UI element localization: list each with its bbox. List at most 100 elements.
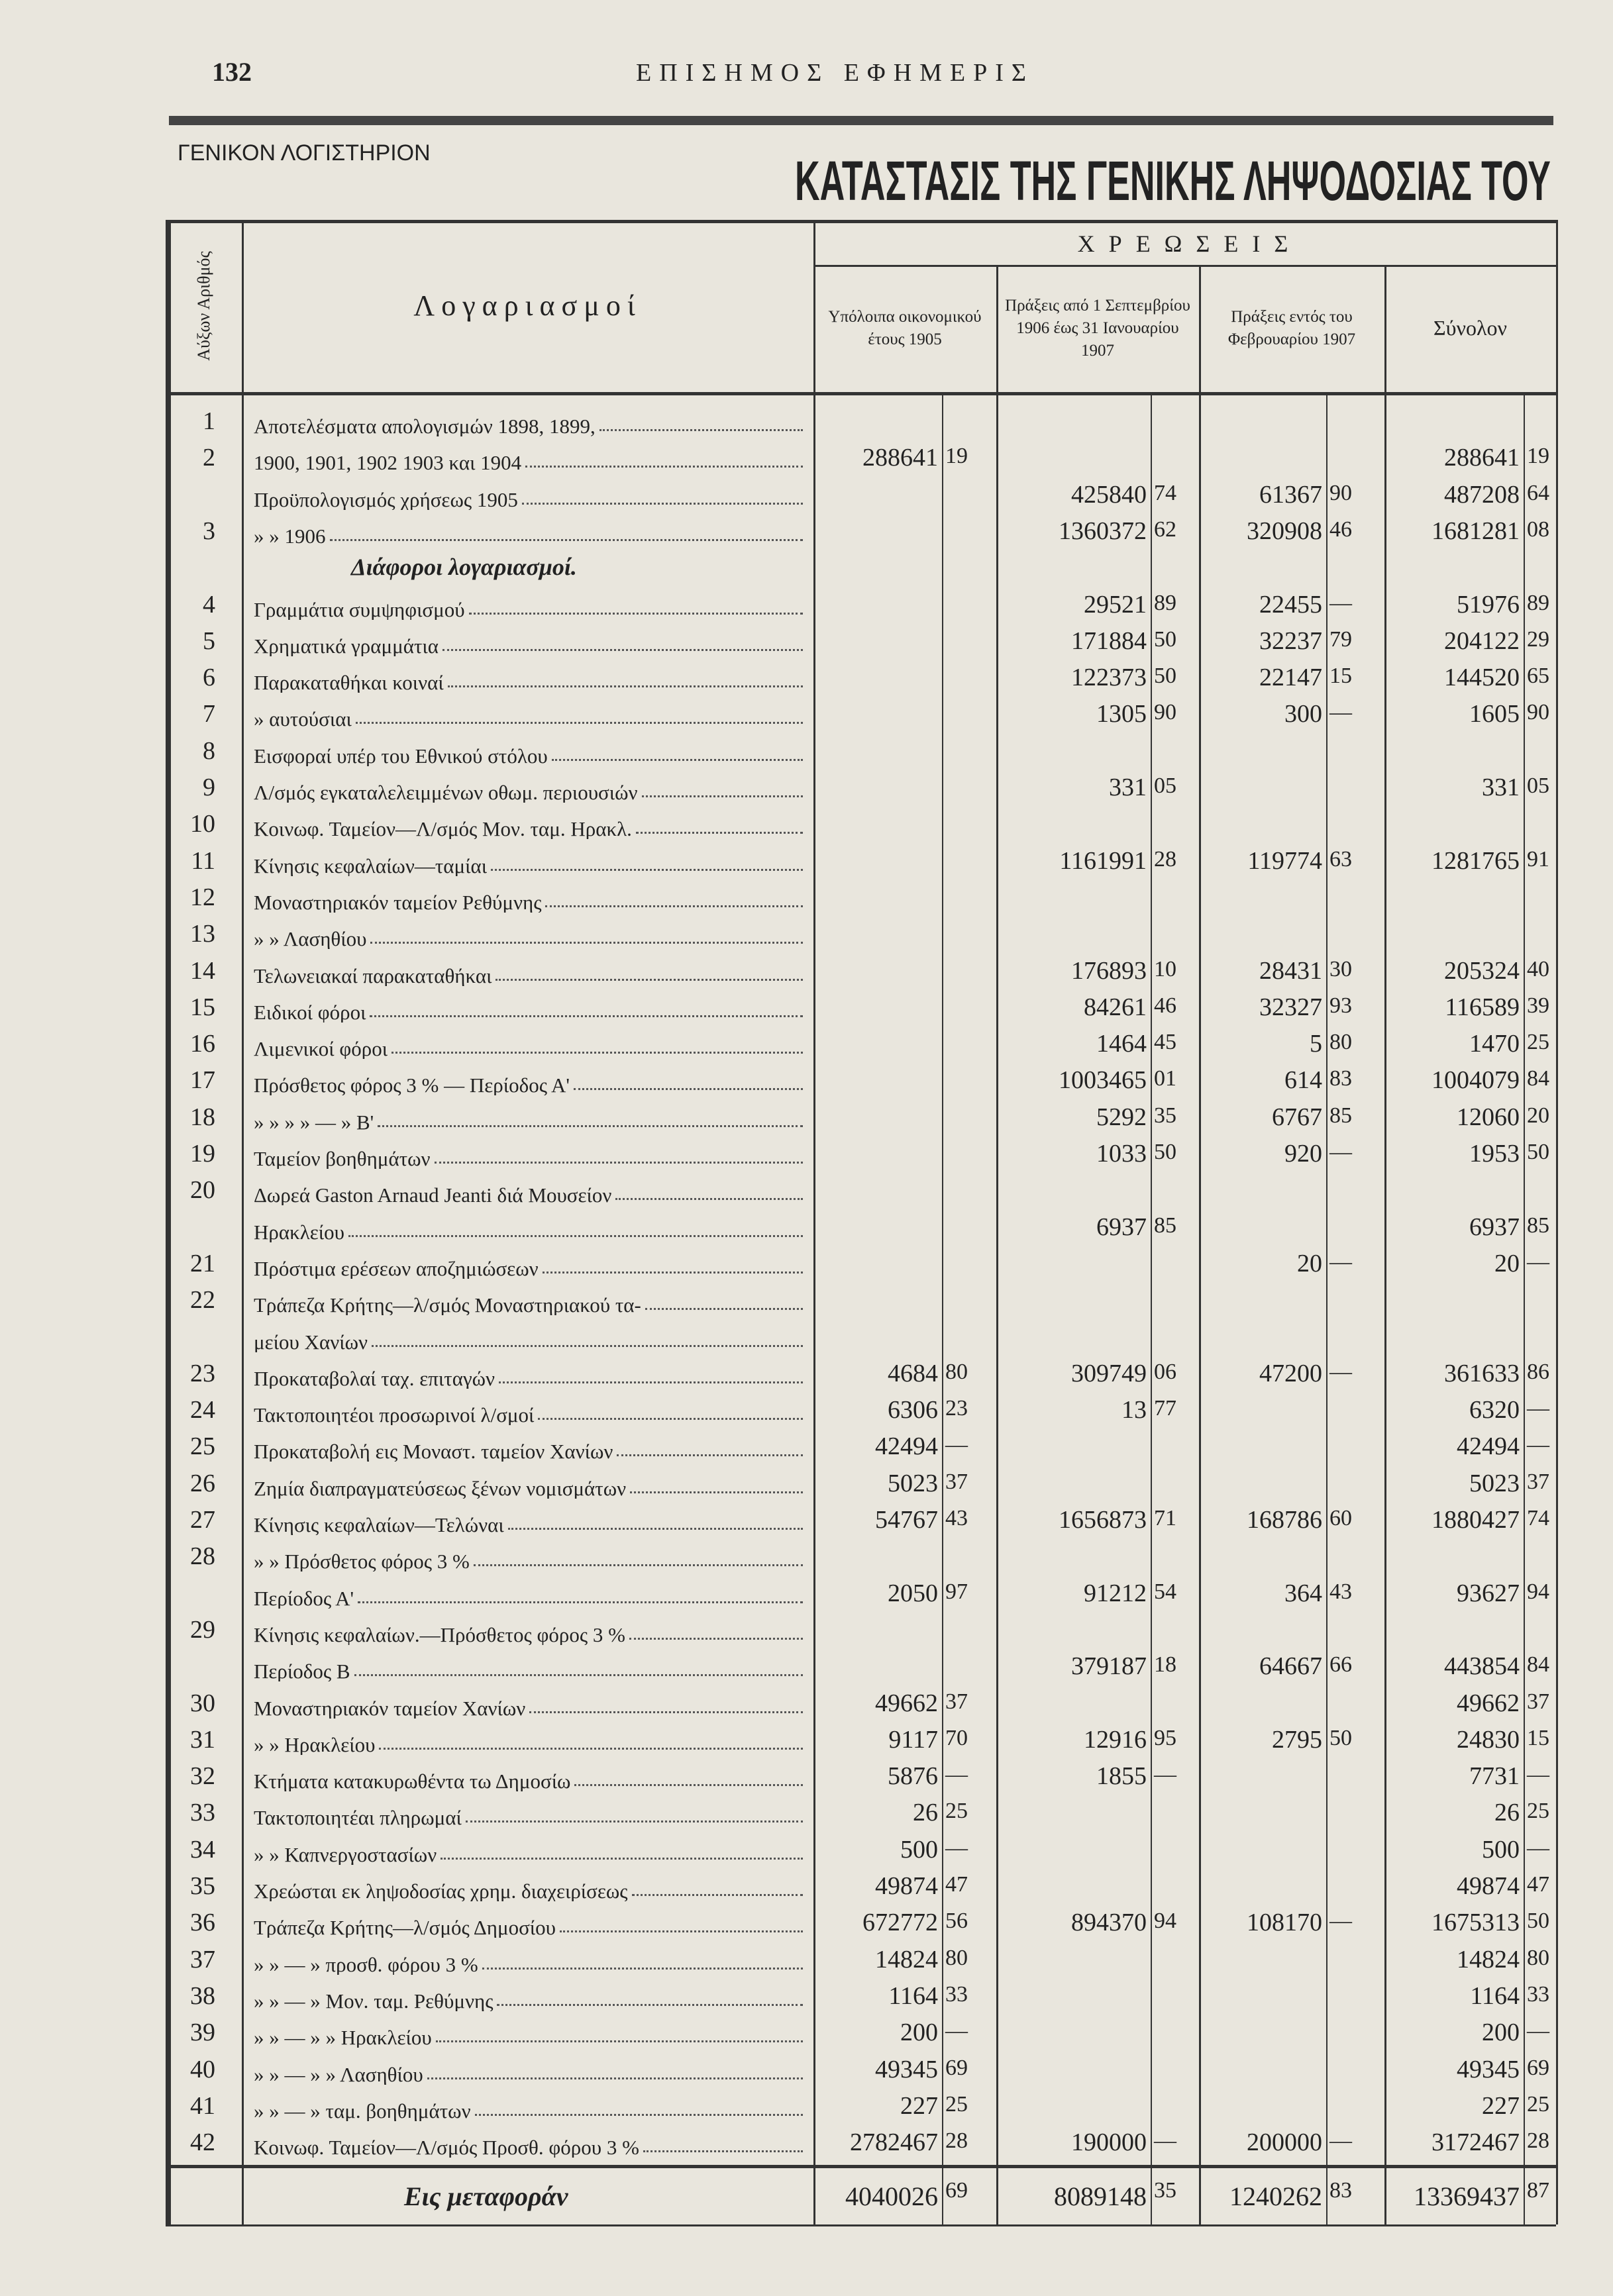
account-text: Λιμενικοί φόροι [254,1037,388,1060]
header-bottom [166,392,1556,395]
lepta: 45 [1154,1030,1176,1055]
lepta: 50 [1329,1725,1352,1750]
drachmas: 6767 [1272,1103,1322,1131]
drachmas: 6306 [888,1396,938,1424]
drachmas: 1605 [1469,700,1520,728]
drachmas: 49874 [875,1872,938,1900]
account-text: Προκαταβολαί ταχ. επιταγών [254,1366,495,1389]
row-number: 34 [190,1835,215,1864]
drachmas: 200 [900,2019,938,2047]
account-text: Τράπεζα Κρήτης—λ/σμός Μοναστηριακού τα- [254,1293,641,1316]
drachmas: 32237 [1259,626,1322,655]
drachmas: 1855 [1096,1762,1147,1791]
page-number: 132 [212,57,252,87]
drachmas: 108170 [1247,1909,1322,1937]
lepta: 74 [1527,1506,1549,1530]
row-number: 28 [190,1542,215,1571]
drachmas: 1161991 [1059,846,1147,875]
drachmas: 5023 [1469,1469,1520,1497]
drachmas: 93627 [1457,1579,1520,1607]
row-number: 12 [190,883,215,911]
account-text: Τελωνειακαί παρακαταθήκαι [254,964,492,986]
drachmas: 14824 [875,1945,938,1973]
drachmas: 26 [913,1799,938,1827]
column-line [813,220,815,2225]
account-text: » » — » » Λασηθίου [254,2062,423,2085]
lepta: 28 [1527,2128,1549,2154]
account-text: Τακτοποιητέαι πληρωμαί [254,1806,462,1828]
lepta: 54 [1154,1579,1176,1604]
drachmas: 1033 [1096,1140,1147,1168]
row-number: 11 [191,846,215,875]
drachmas: 300 [1284,700,1322,728]
drachmas: 168786 [1247,1506,1322,1534]
account-text: Κίνησις κεφαλαίων.—Πρόσθετος φόρος 3 % [254,1622,625,1645]
drachmas: 20 [1494,1249,1520,1277]
lepta: 25 [945,1799,968,1824]
account-text: Περίοδος Α' [254,1586,354,1609]
drachmas: 331 [1109,774,1147,801]
row-number: 3 [203,517,215,545]
account-text: Κίνησις κεφαλαίων—Τελώναι [254,1513,504,1535]
lepta: 84 [1527,1066,1549,1091]
drachmas: 1656873 [1059,1506,1147,1534]
column-header: Υπόλοιπα οικονομικού έτους 1905 [828,308,982,348]
lepta: 19 [1527,444,1549,469]
section-heading: Διάφοροι λογαριασμοί. [351,554,577,581]
drachmas: 49662 [1457,1689,1520,1717]
drachmas: 1004079 [1431,1066,1520,1095]
account: Ηρακλείου [254,1216,806,1242]
account: Ζημία διαπραγματεύσεως ξένων νομισμάτων [254,1472,806,1499]
account: » » Λασηθίου [254,923,806,949]
drachmas: 49874 [1457,1872,1520,1900]
account-text: Μοναστηριακόν ταμείον Ρεθύμνης [254,890,542,913]
lepta: 25 [1527,2091,1549,2117]
lepta: 79 [1329,626,1352,652]
account: Μοναστηριακόν ταμείον Χανίων [254,1692,806,1719]
drachmas: 614 [1284,1066,1322,1095]
account-text: » » — » προσθ. φόρου 3 % [254,1952,478,1975]
lepta: — [945,1762,968,1787]
table-top [166,220,1556,223]
drachmas: 1464 [1096,1030,1147,1058]
body-bottom [166,2165,1556,2169]
group-header: Χ Ρ Ε Ω Σ Ε Ι Σ [1077,230,1292,257]
drachmas: 12916 [1084,1725,1147,1754]
lepta: 39 [1527,993,1549,1018]
drachmas: 6937 [1469,1213,1520,1241]
column-line [166,220,171,2225]
lepta: 50 [1154,1140,1176,1164]
account: Ταμείον βοηθημάτων [254,1142,806,1169]
lepta: 28 [1154,846,1176,872]
account-text: Ειδικοί φόροι [254,1000,366,1023]
row-number: 20 [190,1176,215,1205]
lepta: 94 [1527,1579,1549,1604]
account: μείου Χανίων [254,1326,806,1352]
drachmas: 84261 [1084,993,1147,1021]
drachmas: 672772 [862,1909,938,1937]
account-text: Κοινωφ. Ταμείον—Λ/σμός Μον. ταμ. Ηρακλ. [254,817,632,840]
lepta: — [1527,1249,1549,1274]
account: Γραμμάτια συμψηφισμού [254,593,806,620]
drachmas: 14824 [1457,1945,1520,1973]
lepta: 37 [945,1469,968,1494]
lepta: 80 [945,1945,968,1970]
lepta: 66 [1329,1652,1352,1677]
column-header: Αύξων Αριθμός [193,251,213,361]
drachmas: 54767 [875,1506,938,1534]
drachmas: 425840 [1071,480,1147,509]
account-text: Πρόστιμα ερέσεων αποζημιώσεων [254,1256,539,1279]
drachmas: 6320 [1469,1396,1520,1424]
account-text: » » 1906 [254,524,326,546]
drachmas: 2795 [1272,1725,1322,1754]
row-number: 33 [190,1799,215,1827]
row-number: 23 [190,1359,215,1387]
total-lepta: 87 [1527,2178,1549,2203]
drachmas: 205324 [1444,956,1520,985]
account: Κίνησις κεφαλαίων.—Πρόσθετος φόρος 3 % [254,1619,806,1645]
lepta: — [1154,2128,1176,2154]
account: 1900, 1901, 1902 1903 και 1904 [254,446,806,473]
row-number: 27 [190,1506,215,1534]
drachmas: 5876 [888,1762,938,1791]
row-number: 36 [190,1909,215,1937]
